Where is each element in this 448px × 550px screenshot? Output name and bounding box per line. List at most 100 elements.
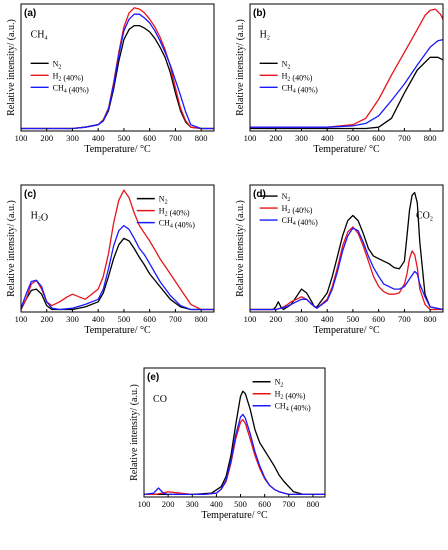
y-axis-title: Relative intensity/ (a.u.) [6, 19, 17, 116]
y-axis-title: Relative intensity/ (a.u.) [129, 384, 140, 481]
series-line-ch4-40 [250, 227, 444, 311]
legend-label: CH4 (40%) [159, 219, 195, 230]
x-tick-label: 200 [40, 314, 53, 324]
species-label: CH4 [31, 29, 48, 41]
x-tick-label: 300 [295, 133, 308, 143]
legend-label: H2 (40%) [282, 204, 313, 215]
panel-label: (c) [24, 189, 36, 200]
legend-label: H2 (40%) [275, 390, 306, 401]
x-tick-label: 700 [398, 314, 411, 324]
x-tick-label: 500 [118, 314, 131, 324]
x-tick-label: 100 [244, 133, 257, 143]
x-tick-label: 500 [234, 499, 247, 509]
x-tick-label: 300 [186, 499, 199, 509]
x-tick-label: 200 [40, 133, 53, 143]
chart-panel-2: 100 200 300 400 500 600 700 800 Temperature/ °C R… [235, 3, 444, 155]
x-tick-label: 400 [321, 314, 334, 324]
series-line-h2-40 [250, 8, 444, 128]
x-tick-label: 800 [307, 499, 320, 509]
x-tick-label: 600 [258, 499, 271, 509]
x-tick-label: 800 [424, 314, 437, 324]
chart-panel-4: 100 200 300 400 500 600 700 800 Temperature/ °C R… [235, 184, 444, 336]
plot-frame [20, 184, 215, 313]
x-tick-label: 600 [143, 314, 156, 324]
x-tick-label: 200 [162, 499, 175, 509]
legend-label: H2 (40%) [282, 71, 313, 82]
x-tick-label: 500 [347, 314, 360, 324]
x-tick-label: 100 [138, 499, 151, 509]
y-axis-title: Relative intensity/ (a.u.) [6, 200, 17, 297]
chart-panel-5: 100 200 300 400 500 600 700 800 Temperature/ °C R… [129, 367, 326, 521]
x-tick-label: 500 [347, 133, 360, 143]
legend-label: CH4 (40%) [275, 402, 311, 413]
x-tick-label: 700 [169, 133, 182, 143]
x-tick-label: 700 [169, 314, 182, 324]
x-tick-label: 600 [372, 133, 385, 143]
x-tick-label: 500 [118, 133, 131, 143]
x-tick-label: 200 [269, 133, 282, 143]
x-tick-label: 300 [66, 133, 79, 143]
chart-panel-1: 100 200 300 400 500 600 700 800 Temperature/ °C R… [6, 3, 215, 155]
legend-label: CH4 (40%) [282, 216, 318, 227]
x-tick-label: 800 [424, 133, 437, 143]
legend-label: N2 [275, 378, 284, 389]
species-label: CO2 [416, 210, 433, 222]
x-tick-label: 200 [269, 314, 282, 324]
series-line-n2 [144, 390, 325, 496]
y-axis-title: Relative intensity/ (a.u.) [235, 19, 246, 116]
panel-label: (d) [253, 189, 266, 200]
series-line-n2 [21, 24, 214, 130]
x-tick-label: 400 [210, 499, 223, 509]
series-line-ch4-40 [143, 413, 325, 496]
x-tick-label: 600 [143, 133, 156, 143]
species-label: H2 [260, 29, 270, 41]
y-axis-title: Relative intensity/ (a.u.) [235, 200, 246, 297]
x-axis-title: Temperature/ °C [313, 144, 380, 155]
plot-frame [143, 367, 326, 498]
x-tick-label: 700 [398, 133, 411, 143]
legend-label: N2 [282, 192, 291, 203]
legend-label: N2 [53, 59, 62, 70]
x-tick-label: 700 [282, 499, 295, 509]
species-label: CO [153, 394, 167, 405]
series-line-ch4-40 [21, 13, 214, 130]
legend-label: CH4 (40%) [282, 83, 318, 94]
legend-label: H2 (40%) [53, 71, 84, 82]
series-line-h2-40 [250, 226, 443, 311]
panel-label: (a) [24, 8, 36, 19]
x-tick-label: 400 [321, 133, 334, 143]
x-tick-label: 100 [244, 314, 257, 324]
series-line-ch4-40 [20, 224, 214, 311]
series-line-n2 [250, 56, 444, 130]
x-tick-label: 400 [92, 133, 105, 143]
series-line-n2 [20, 237, 214, 311]
panel-label: (b) [253, 8, 266, 19]
x-axis-title: Temperature/ °C [201, 510, 268, 521]
legend-label: N2 [159, 195, 168, 206]
series-line-n2 [250, 191, 444, 311]
x-axis-title: Temperature/ °C [313, 325, 380, 336]
plot-frame [249, 184, 444, 313]
x-axis-title: Temperature/ °C [84, 144, 151, 155]
series-line-ch4-40 [250, 38, 444, 128]
x-tick-label: 800 [195, 314, 208, 324]
legend-label: H2 (40%) [159, 207, 190, 218]
plot-frame [249, 3, 444, 132]
species-label: H2O [31, 210, 48, 223]
x-tick-label: 300 [66, 314, 79, 324]
legend-label: N2 [282, 59, 291, 70]
x-tick-label: 400 [92, 314, 105, 324]
x-axis-title: Temperature/ °C [84, 325, 151, 336]
x-tick-label: 600 [372, 314, 385, 324]
chart-panel-3: 100 200 300 400 500 600 700 800 Temperature/ °C R… [6, 184, 215, 336]
x-tick-label: 100 [15, 314, 28, 324]
legend-label: CH4 (40%) [53, 83, 89, 94]
panel-label: (e) [147, 372, 159, 383]
x-tick-label: 300 [295, 314, 308, 324]
